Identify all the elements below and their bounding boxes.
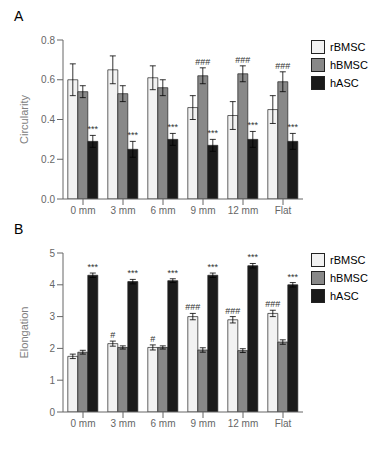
- svg-text:5: 5: [49, 248, 55, 259]
- svg-text:###: ###: [275, 61, 290, 71]
- svg-text:4: 4: [49, 279, 55, 290]
- svg-text:###: ###: [265, 299, 280, 309]
- svg-text:***: ***: [288, 272, 299, 282]
- html-text:A: A: [14, 8, 24, 24]
- svg-text:6 mm: 6 mm: [151, 205, 176, 216]
- html-text:hBMSC: hBMSC: [330, 272, 368, 284]
- svg-text:0: 0: [49, 407, 55, 418]
- svg-text:0 mm: 0 mm: [71, 205, 96, 216]
- svg-text:0.0: 0.0: [41, 194, 55, 205]
- svg-text:9 mm: 9 mm: [191, 205, 216, 216]
- svg-text:9 mm: 9 mm: [191, 418, 216, 429]
- svg-text:Circularity: Circularity: [18, 95, 30, 144]
- svg-text:2: 2: [49, 343, 55, 354]
- html-text:rBMSC: rBMSC: [330, 41, 366, 53]
- svg-text:6 mm: 6 mm: [151, 418, 176, 429]
- svg-text:***: ***: [288, 122, 299, 132]
- svg-text:Flat: Flat: [275, 418, 292, 429]
- html-text:hASC: hASC: [330, 77, 359, 89]
- svg-text:***: ***: [208, 128, 219, 138]
- svg-text:***: ***: [88, 262, 99, 272]
- svg-text:***: ***: [168, 268, 179, 278]
- svg-text:#: #: [150, 334, 155, 344]
- svg-text:12 mm: 12 mm: [228, 418, 259, 429]
- svg-text:12 mm: 12 mm: [228, 205, 259, 216]
- svg-text:***: ***: [88, 124, 99, 134]
- svg-text:1: 1: [49, 375, 55, 386]
- svg-text:***: ***: [168, 122, 179, 132]
- svg-text:###: ###: [235, 55, 250, 65]
- html-text:rBMSC: rBMSC: [330, 254, 366, 266]
- svg-text:3 mm: 3 mm: [111, 418, 136, 429]
- svg-text:###: ###: [185, 302, 200, 312]
- html-text:hASC: hASC: [330, 290, 359, 302]
- html-text:B: B: [14, 221, 24, 237]
- svg-text:0.8: 0.8: [41, 35, 55, 46]
- svg-text:0.2: 0.2: [41, 154, 55, 165]
- html-text:hBMSC: hBMSC: [330, 59, 368, 71]
- svg-text:#: #: [110, 330, 115, 340]
- svg-text:3 mm: 3 mm: [111, 205, 136, 216]
- svg-text:***: ***: [248, 120, 259, 130]
- svg-text:***: ***: [248, 252, 259, 262]
- svg-text:***: ***: [128, 130, 139, 140]
- svg-text:###: ###: [225, 306, 240, 316]
- svg-text:0 mm: 0 mm: [71, 418, 96, 429]
- svg-text:Elongation: Elongation: [18, 307, 30, 359]
- svg-text:3: 3: [49, 311, 55, 322]
- svg-text:***: ***: [208, 262, 219, 272]
- svg-text:0.4: 0.4: [41, 114, 55, 125]
- svg-text:0.6: 0.6: [41, 74, 55, 85]
- svg-text:***: ***: [128, 268, 139, 278]
- svg-text:Flat: Flat: [275, 205, 292, 216]
- svg-text:###: ###: [195, 57, 210, 67]
